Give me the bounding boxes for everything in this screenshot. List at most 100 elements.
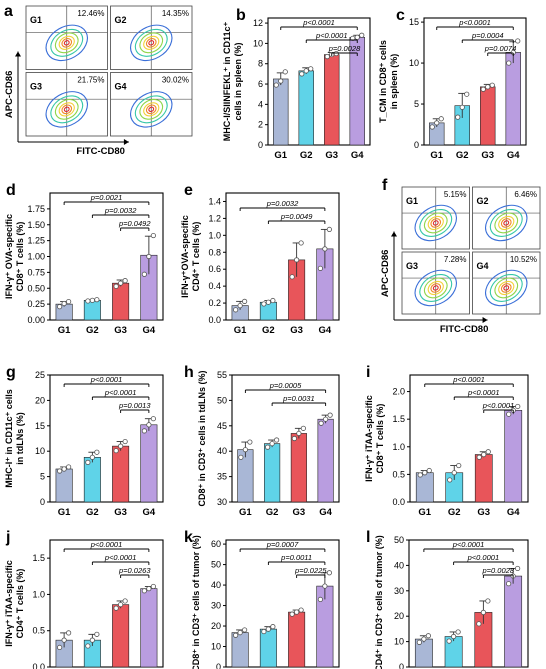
data-point (265, 299, 271, 305)
p-value-label: p<0.0001 (452, 540, 485, 549)
chart-panel-h: h 30 35 40 45 50 55 CD8⁺ in CD3⁺ cells in tdLNs… (184, 364, 340, 518)
data-point (150, 416, 156, 422)
y-tick-label: 8 (258, 59, 263, 69)
panel-letter-g: g (6, 364, 16, 381)
density-contour (485, 204, 528, 242)
y-tick-label: 12 (253, 18, 263, 28)
data-point (359, 32, 365, 38)
y-tick-label: 0.0 (32, 662, 45, 669)
data-point (425, 633, 431, 639)
bar-g1 (273, 78, 289, 146)
p-value-label: p=0.0049 (280, 212, 313, 221)
data-point (89, 297, 95, 303)
data-point (333, 50, 339, 57)
density-contour (148, 40, 155, 46)
x-tick-label: G4 (351, 150, 364, 161)
panel-letter-a: a (4, 3, 13, 20)
density-contour (58, 102, 75, 117)
data-point (61, 637, 67, 643)
data-point (261, 628, 267, 635)
y-tick-label: 0 (40, 497, 45, 507)
data-point (294, 257, 300, 263)
y-tick-label: 0 (216, 662, 221, 669)
panel-letter-d: d (6, 182, 16, 199)
data-point (354, 34, 360, 40)
data-point (265, 444, 271, 450)
data-point (422, 470, 428, 476)
data-point (289, 274, 295, 280)
density-contour (61, 38, 73, 48)
data-point (61, 300, 67, 307)
bar-g4 (140, 588, 158, 668)
bar-g3 (290, 433, 307, 503)
x-tick-label: G2 (300, 150, 313, 161)
data-point (122, 278, 128, 284)
density-contour (63, 40, 70, 46)
x-tick-label: G1 (430, 150, 443, 161)
data-point (416, 639, 422, 645)
y-tick-label: 0.2 (208, 298, 221, 308)
y-tick-label: 1.0 (32, 589, 45, 599)
p-value-label: p=0.0031 (282, 394, 315, 403)
data-point (322, 246, 328, 252)
y-axis-label: CD4⁺ in CD3⁺ cells of tumor (%) (374, 535, 384, 669)
x-tick-label: G4 (143, 507, 156, 518)
panel-letter-e: e (184, 182, 193, 199)
y-axis-label: CD8⁺ T cells (%) (15, 222, 25, 292)
data-point (89, 454, 95, 460)
flow-group-label: G3 (406, 261, 418, 271)
data-point (438, 116, 444, 122)
bar-g3 (112, 604, 130, 668)
data-point (282, 69, 288, 75)
y-tick-label: 20 (394, 611, 404, 621)
p-value-label: p=0.0225 (294, 566, 327, 575)
y-tick-label: 1.5 (32, 553, 45, 563)
data-point (66, 630, 72, 636)
data-point (322, 583, 328, 589)
flow-group-label: G2 (115, 15, 127, 25)
flow-plot-g1: G1 5.15% (401, 186, 470, 250)
y-axis-label: CD4⁺ T cells (%) (15, 569, 25, 639)
y-tick-label: 60 (211, 539, 221, 549)
density-contour (45, 24, 88, 62)
chart-panel-g: g 0 5 10 15 20 25 MHC-I⁺ in CD11c⁺ cells in tdLN… (4, 364, 164, 518)
plot-frame (231, 374, 340, 503)
data-point (94, 297, 100, 303)
y-tick-label: 30 (394, 586, 404, 596)
data-point (485, 598, 491, 604)
data-point (141, 271, 147, 277)
data-point (464, 91, 470, 97)
p-value-label: p<0.0001 (90, 540, 123, 549)
y-tick-label: 40 (394, 560, 404, 570)
y-axis-label: IFN-γ⁺ OVA-specific (4, 214, 14, 299)
data-point (233, 307, 239, 313)
data-point (326, 226, 332, 233)
bar-g3 (112, 282, 130, 321)
density-contour (134, 95, 168, 124)
data-point (515, 38, 521, 44)
plot-frame (409, 374, 529, 503)
density-contour (432, 285, 439, 291)
density-contour (423, 277, 448, 299)
bar-g3 (474, 454, 493, 503)
data-point (298, 240, 304, 246)
data-point (113, 605, 119, 611)
data-point (451, 633, 457, 640)
y-axis-label: CD8⁺ T cells (%) (375, 404, 385, 474)
bar-g2 (83, 300, 101, 321)
y-tick-label: 5 (414, 99, 419, 109)
density-contour (500, 218, 512, 228)
density-contour (148, 106, 155, 113)
plot-frame (225, 539, 340, 668)
density-contour (430, 283, 442, 293)
y-tick-label: 30 (217, 497, 227, 507)
data-point (476, 621, 482, 627)
p-value-label: p=0.0021 (90, 193, 123, 202)
data-point (269, 440, 275, 447)
flow-group-label: G1 (406, 196, 418, 206)
data-point (506, 581, 512, 587)
y-tick-label: 2.0 (392, 387, 405, 397)
plot-frame (408, 539, 529, 668)
p-value-label: p<0.0001 (104, 553, 137, 562)
y-tick-label: 1.25 (27, 236, 45, 246)
